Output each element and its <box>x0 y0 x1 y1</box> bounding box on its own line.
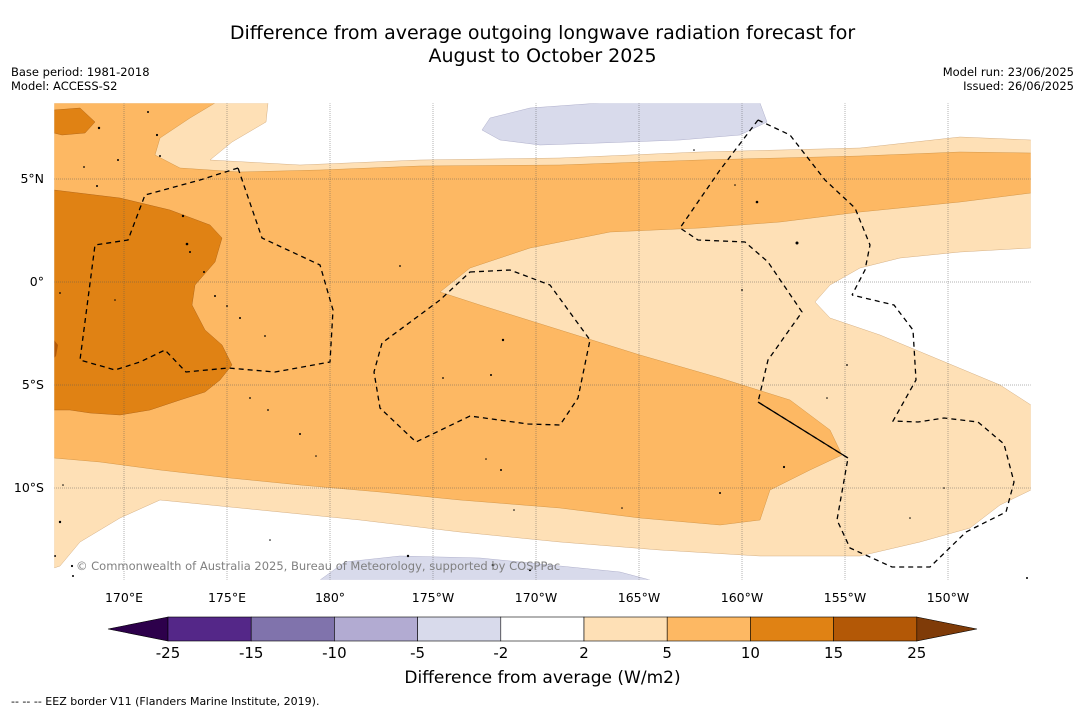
colorbar-ticks: -25 -15 -10 -5 -2 2 5 10 15 25 <box>156 644 927 662</box>
cb-tick-10: 25 <box>907 644 926 662</box>
lon-label-175e: 175°E <box>208 590 246 605</box>
cb-tick-3: -10 <box>322 644 347 662</box>
lon-label-165w: 165°W <box>618 590 660 605</box>
eez-border-west <box>79 167 334 373</box>
model-name: Model: ACCESS-S2 <box>11 79 118 93</box>
eez-border-east-loop <box>679 119 1015 568</box>
meta-left: Base period: 1981-2018 Model: ACCESS-S2 <box>11 65 150 93</box>
cb-tick-1: -25 <box>156 644 181 662</box>
eez-borders <box>79 119 1015 568</box>
lat-label-5s: 5°S <box>22 377 44 392</box>
lon-label-155w: 155°W <box>824 590 866 605</box>
colorbar-title: Difference from average (W/m2) <box>404 668 681 688</box>
lon-label-150w: 150°W <box>927 590 969 605</box>
meta-right: Model run: 23/06/2025 Issued: 26/06/2025 <box>943 65 1074 93</box>
lon-labels: 170°E 175°E 180° 175°W 170°W 165°W 160°W… <box>105 590 969 605</box>
map-panel <box>54 103 1031 580</box>
eez-legend-note: -- -- -- EEZ border V11 (Flanders Marine… <box>11 695 320 708</box>
colorbar-bin-5 <box>500 616 585 642</box>
colorbar-bin-1 <box>167 616 252 642</box>
lat-label-10s: 10°S <box>14 480 44 495</box>
copyright-notice: © Commonwealth of Australia 2025, Bureau… <box>76 559 561 573</box>
cb-tick-6: 2 <box>579 644 589 662</box>
colorbar-bin-6 <box>583 616 668 642</box>
colorbar-bin-2 <box>250 616 335 642</box>
eez-solid-segment <box>757 401 849 459</box>
map-title: Difference from average outgoing longwav… <box>0 22 1085 68</box>
colorbar-bin-9 <box>833 616 918 642</box>
colorbar-bin-7 <box>666 616 751 642</box>
lon-label-175w: 175°W <box>412 590 454 605</box>
graticule <box>54 103 1031 580</box>
issued-date: Issued: 26/06/2025 <box>963 79 1074 93</box>
cb-tick-2: -15 <box>239 644 264 662</box>
lat-label-0: 0° <box>30 274 44 289</box>
cb-tick-8: 10 <box>741 644 760 662</box>
title-line-1: Difference from average outgoing longwav… <box>229 22 856 44</box>
lon-label-160w: 160°W <box>721 590 763 605</box>
cb-tick-9: 15 <box>824 644 843 662</box>
cb-tick-7: 5 <box>662 644 672 662</box>
eez-border-central <box>373 269 591 443</box>
cb-tick-4: -5 <box>410 644 425 662</box>
lat-label-5n: 5°N <box>20 171 44 186</box>
islands <box>54 111 1028 579</box>
base-period: Base period: 1981-2018 <box>11 65 150 79</box>
eez-border-east-north <box>757 119 871 296</box>
colorbar <box>107 616 978 642</box>
contour-neg5-neg2-north <box>481 103 768 146</box>
model-run: Model run: 23/06/2025 <box>942 65 1074 79</box>
colorbar-bin-3 <box>334 616 418 642</box>
lon-label-180: 180° <box>315 590 345 605</box>
contour-10-15-northwest <box>54 107 96 136</box>
colorbar-arrow-max <box>916 616 978 642</box>
contour-15-25-edge <box>54 340 58 358</box>
colorbar-bin-8 <box>750 616 834 642</box>
colorbar-bin-4 <box>417 616 502 642</box>
lon-label-170w: 170°W <box>515 590 557 605</box>
cb-tick-5: -2 <box>493 644 508 662</box>
contour-neg5-neg2-south <box>319 555 651 580</box>
title-line-2: August to October 2025 <box>428 45 657 67</box>
lon-label-170e: 170°E <box>105 590 143 605</box>
lat-labels: 5°N 0° 5°S 10°S <box>14 171 44 495</box>
colorbar-arrow-min <box>107 616 169 642</box>
